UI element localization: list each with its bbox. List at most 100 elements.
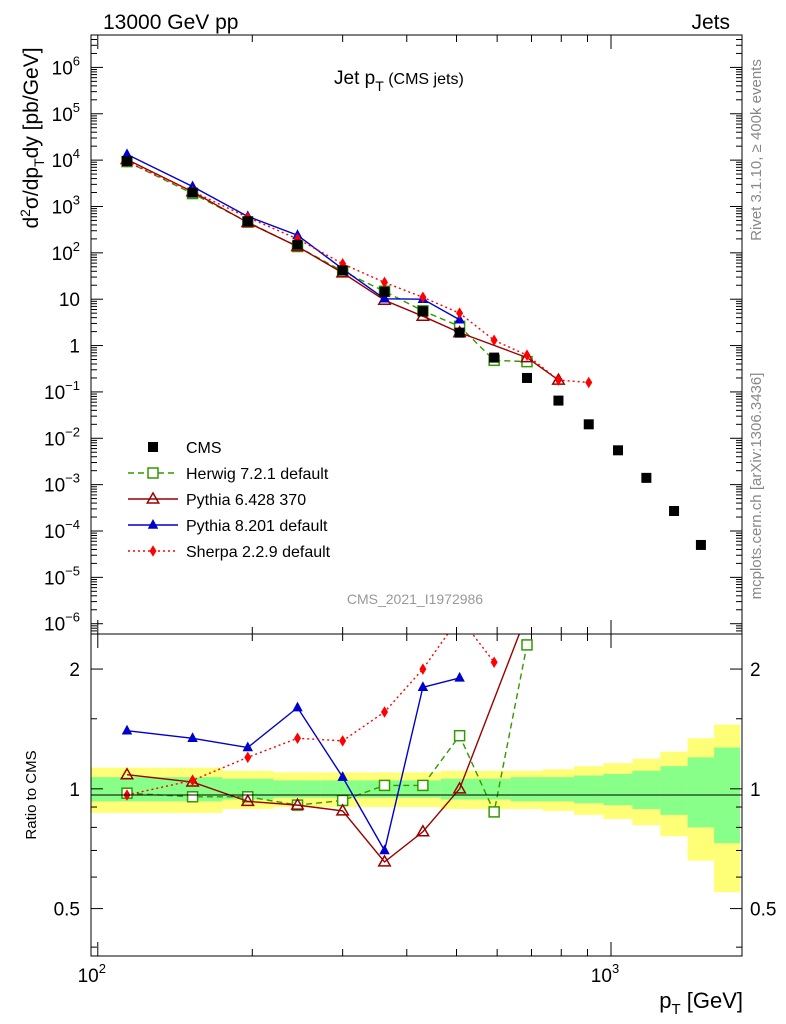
legend-entry-3: Pythia 8.201 default <box>128 518 328 535</box>
pythia8-point <box>417 681 429 692</box>
cms-data-point <box>489 352 500 363</box>
cms-data-point <box>454 327 465 338</box>
green-band-bin <box>573 775 604 804</box>
cms-data-point <box>695 539 706 550</box>
y-tick-label: 10−1 <box>44 378 80 404</box>
mcplots-credit-label: mcplots.cern.ch [arXiv:1306.3436] <box>748 373 765 600</box>
sherpa-point <box>554 374 562 386</box>
header-left: 13000 GeV pp <box>103 11 238 34</box>
pythia6-point <box>119 767 135 780</box>
pythia8-point <box>454 671 465 682</box>
rivet-version-label: Rivet 3.1.10, ≥ 400k events <box>748 59 765 241</box>
green-band-bin <box>542 777 574 802</box>
main-y-axis-label: d2σ/dpTdy [pb/GeV] <box>17 47 47 228</box>
green-band-bin <box>222 778 274 800</box>
pythia8-point <box>121 724 133 735</box>
pythia8-point <box>147 519 159 529</box>
sherpa-point <box>294 732 302 745</box>
ratio-series-layer <box>119 634 533 867</box>
legend-label: Herwig 7.2.1 default <box>186 466 329 483</box>
y-tick-label: 10−5 <box>44 563 80 589</box>
y-tick-label: 10−2 <box>44 424 80 450</box>
ratio-y-axis-label: Ratio to CMS <box>23 750 40 839</box>
pythia8-point <box>121 148 133 159</box>
y-tick-label: 10 <box>59 290 80 311</box>
main-series-0 <box>121 156 706 550</box>
main-series-line <box>126 161 589 384</box>
main-series-line <box>126 153 460 321</box>
ratio-series-line <box>126 634 521 863</box>
pythia8-point <box>187 732 198 743</box>
sherpa-point <box>419 663 427 675</box>
cms-data-point <box>187 187 198 198</box>
pythia8-point <box>337 771 348 781</box>
pythia8-point <box>242 741 254 752</box>
ratio-series-line <box>126 677 460 853</box>
legend-label: CMS <box>186 440 222 457</box>
pythia8-point <box>379 844 390 855</box>
green-band-bin <box>476 778 511 800</box>
y-tick-label: 105 <box>52 100 80 126</box>
sherpa-point <box>419 291 427 304</box>
sherpa-point <box>149 545 157 557</box>
main-series-1 <box>121 155 533 368</box>
pythia6-point <box>415 824 430 837</box>
header-right: Jets <box>691 11 730 34</box>
herwig-point <box>186 791 199 803</box>
main-series-layer <box>119 148 706 550</box>
y-tick-label: 10−3 <box>44 471 80 497</box>
sherpa-point <box>490 656 498 669</box>
legend-label: Sherpa 2.2.9 default <box>186 544 331 561</box>
legend-label: Pythia 6.428 370 <box>186 492 306 509</box>
sherpa-point <box>189 774 197 787</box>
cms-data-point <box>613 445 624 456</box>
herwig-point <box>453 729 466 742</box>
cms-data-point <box>553 395 564 406</box>
main-series-line <box>126 158 559 381</box>
herwig-point <box>488 806 500 818</box>
cms-data-point <box>242 216 253 227</box>
green-band-bin <box>603 773 633 806</box>
sherpa-point <box>381 706 389 718</box>
cms-data-point <box>292 239 303 250</box>
ratio-axis-ticks: 102 103 2 2 1 1 0.5 0.5 <box>54 634 776 987</box>
green-band-bin <box>510 777 543 802</box>
green-band-bin <box>320 780 364 798</box>
herwig-point <box>521 639 533 651</box>
x-axis-label: pT [GeV] <box>659 988 743 1018</box>
legend-entry-2: Pythia 6.428 370 <box>128 491 306 509</box>
ratio-y-tick-label: 2 <box>69 660 80 681</box>
ratio-y-tick-label: 0.5 <box>54 900 80 921</box>
green-band-bin <box>273 780 321 798</box>
x-tick-label: 102 <box>78 961 106 987</box>
sherpa-point <box>339 735 347 747</box>
green-band-bin <box>687 757 715 828</box>
y-tick-label: 10−4 <box>44 517 80 543</box>
pythia6-point <box>145 491 161 504</box>
ratio-y-tick-label-right: 0.5 <box>750 900 776 921</box>
pythia6-point <box>519 350 535 363</box>
cms-data-point <box>148 442 158 452</box>
green-band-bin <box>632 770 661 809</box>
y-tick-label: 104 <box>52 146 80 172</box>
main-title: Jet pT (CMS jets) <box>334 68 464 94</box>
sherpa-point <box>523 349 531 361</box>
x-tick-label: 103 <box>591 961 619 987</box>
ratio-uncertainty-bands <box>91 724 741 893</box>
cms-data-point <box>121 156 132 167</box>
sherpa-point <box>456 307 464 319</box>
y-tick-label: 102 <box>52 239 80 265</box>
sherpa-point <box>585 376 593 389</box>
ratio-y-tick-label: 1 <box>69 780 80 801</box>
legend-entry-0: CMS <box>148 440 222 457</box>
y-tick-label: 10−6 <box>44 610 80 636</box>
cms-data-point <box>417 306 428 317</box>
ratio-y-tick-label-right: 2 <box>750 660 761 681</box>
green-band-bin <box>660 766 688 815</box>
sherpa-point <box>381 276 389 289</box>
cms-data-point <box>521 372 532 383</box>
legend: CMS Herwig 7.2.1 default Pythia 6.428 370 P… <box>128 440 331 561</box>
legend-label: Pythia 8.201 default <box>186 518 328 535</box>
sherpa-point <box>244 751 252 764</box>
